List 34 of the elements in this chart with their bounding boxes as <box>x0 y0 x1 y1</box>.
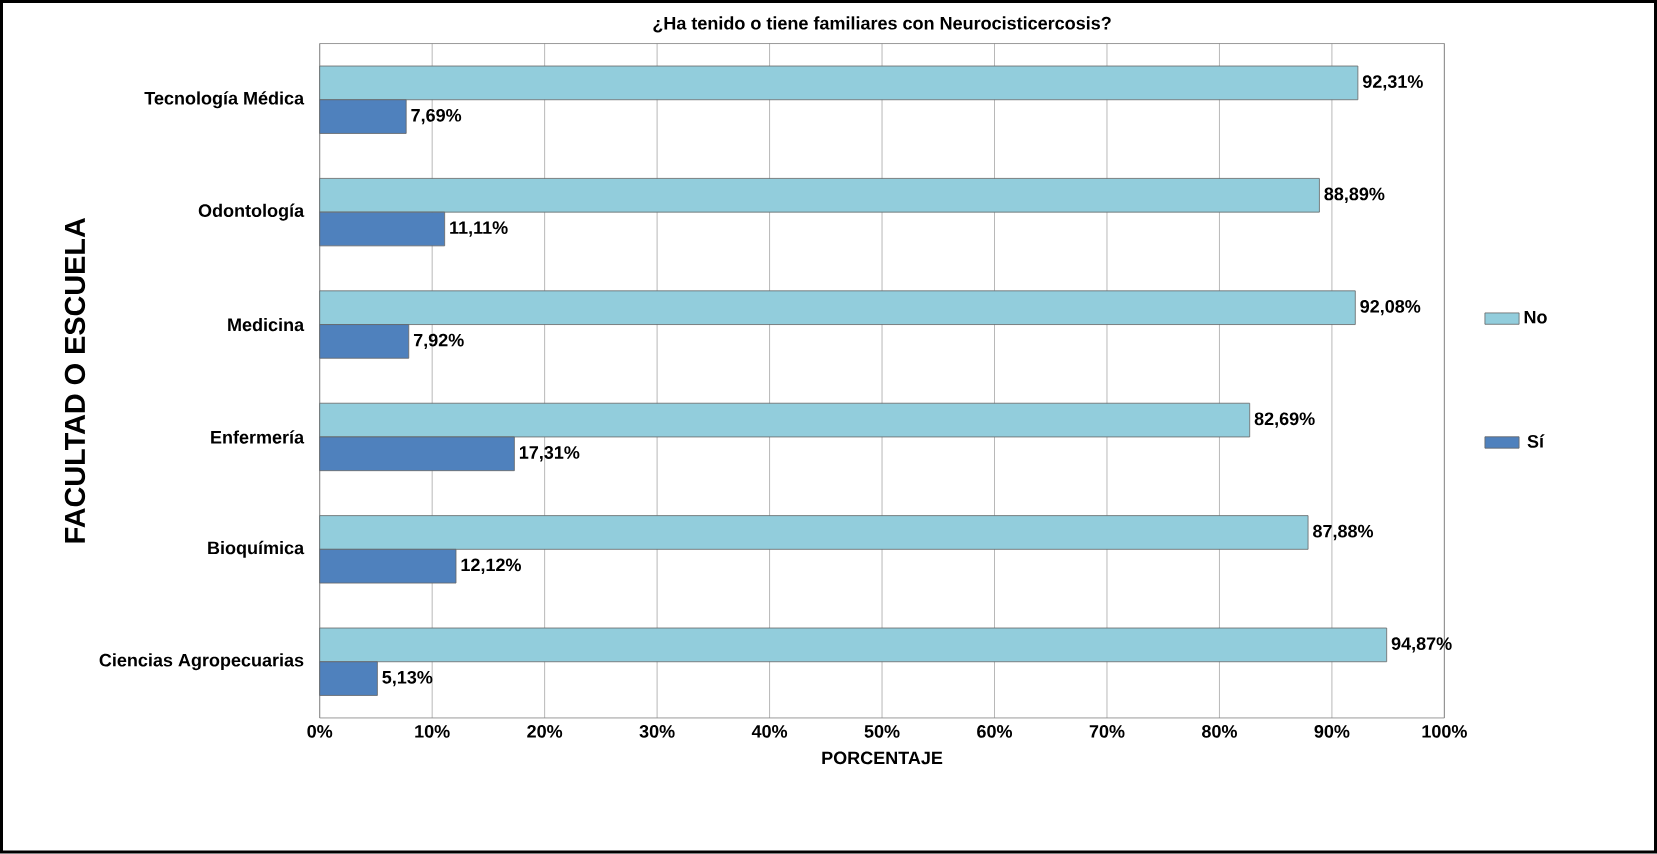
y-tick-label: Odontología <box>198 203 305 221</box>
x-tick-label: 90% <box>1314 725 1350 739</box>
x-tick-label: 60% <box>977 725 1013 739</box>
y-tick-label: Medicina <box>228 318 305 332</box>
y-tick-label: Enfermería <box>211 430 305 444</box>
y-tick-label: Ciencias Agropecuarias <box>99 653 304 671</box>
x-axis-title: PORCENTAJE <box>822 751 943 765</box>
data-label: 92,31% <box>1362 75 1423 91</box>
data-label: 7,92% <box>413 333 464 350</box>
x-tick-label: 80% <box>1201 725 1237 739</box>
legend-label: No <box>1524 311 1547 324</box>
data-label: 94,87% <box>1391 637 1452 653</box>
x-tick-label: 100% <box>1422 725 1467 739</box>
x-tick-label: 10% <box>415 725 450 739</box>
data-label: 82,69% <box>1254 412 1315 428</box>
data-label: 5,13% <box>382 671 433 687</box>
data-label: 11,11% <box>450 221 508 237</box>
x-tick-label: 40% <box>751 725 788 739</box>
x-tick-label: 20% <box>527 725 563 739</box>
x-tick-label: 50% <box>864 725 900 739</box>
data-label: 88,89% <box>1324 187 1385 204</box>
x-tick-label: 0% <box>307 725 333 739</box>
y-tick-label: Bioquímica <box>208 541 305 559</box>
x-tick-label: 70% <box>1089 725 1125 739</box>
x-tick-label: 30% <box>639 725 675 739</box>
y-axis-title: FACULTAD O ESCUELA <box>64 218 86 543</box>
chart-title: ¿Ha tenido o tiene familiares con Neurocisticercosis? <box>653 16 1111 33</box>
y-tick-label: Tecnología Médica <box>144 91 305 109</box>
legend-label: Sí <box>1527 434 1545 448</box>
data-label: 92,08% <box>1360 300 1421 316</box>
data-label: 12,12% <box>461 558 522 575</box>
data-label: 17,31% <box>519 446 580 462</box>
data-label: 87,88% <box>1313 525 1374 541</box>
data-label: 7,69% <box>411 109 462 125</box>
